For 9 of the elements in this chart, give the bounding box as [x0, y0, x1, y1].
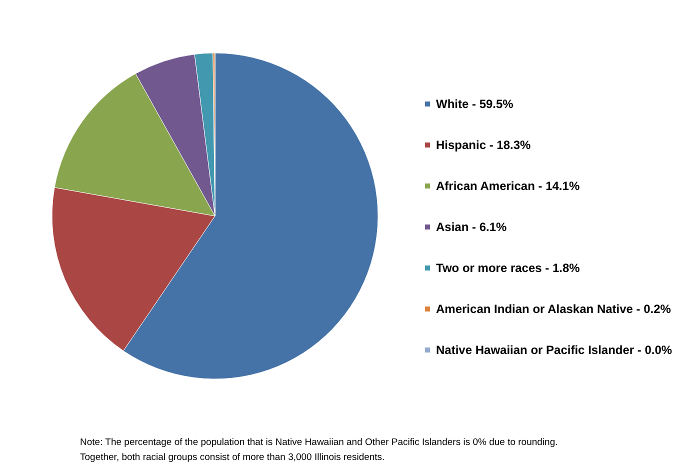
legend-label: Native Hawaiian or Pacific Islander - 0.0%: [436, 343, 672, 357]
legend-label: Hispanic - 18.3%: [436, 138, 532, 152]
legend-label: Asian - 6.1%: [436, 220, 508, 234]
legend-label: Two or more races - 1.8%: [436, 261, 580, 275]
legend-label: American Indian or Alaskan Native - 0.2%: [436, 302, 672, 316]
legend-label: African American - 14.1%: [436, 179, 580, 193]
text: Note: The percentage of the population that is Native Hawaiian and Other Pacific Islanders is 0% due to rounding.: [80, 437, 558, 448]
legend-label: White - 59.5%: [436, 97, 514, 111]
text: Together, both racial groups consist of more than 3,000 Illinois residents.: [80, 452, 385, 463]
